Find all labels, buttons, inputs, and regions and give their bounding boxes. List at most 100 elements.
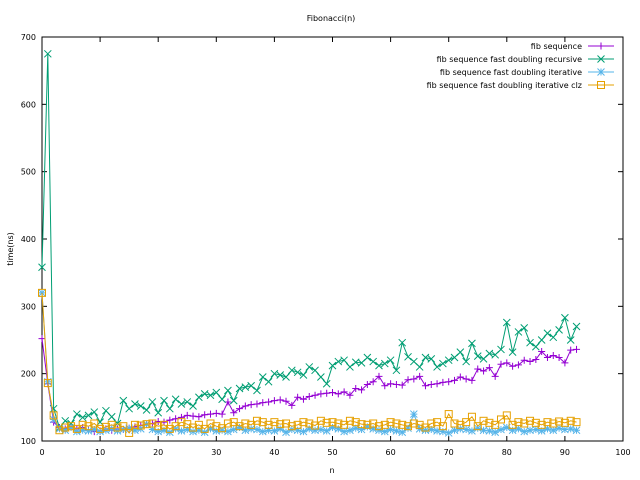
data-point <box>456 425 465 433</box>
data-point <box>154 427 163 436</box>
data-point <box>253 386 261 395</box>
data-point <box>473 352 482 361</box>
data-point <box>183 411 191 419</box>
data-point <box>270 418 279 427</box>
data-point <box>317 425 325 434</box>
data-point <box>421 353 430 362</box>
data-point <box>72 424 81 433</box>
data-point <box>195 426 203 435</box>
data-point <box>566 416 575 425</box>
data-point <box>73 427 81 436</box>
data-point <box>171 422 180 431</box>
data-point <box>200 424 209 433</box>
series-line <box>41 292 577 434</box>
data-point <box>212 422 221 431</box>
data-point <box>497 360 505 368</box>
y-tick-label: 300 <box>21 302 36 311</box>
data-point <box>322 379 331 388</box>
data-point <box>485 418 494 427</box>
legend-entry-3: fib sequence fast doubling iterative <box>440 68 614 77</box>
data-point <box>497 425 505 434</box>
data-point <box>241 402 249 410</box>
data-point <box>282 419 291 428</box>
series-3 <box>38 289 581 437</box>
data-point <box>61 423 70 432</box>
data-point <box>351 424 360 433</box>
data-point <box>189 423 198 432</box>
data-point <box>299 427 308 436</box>
data-point <box>287 422 296 431</box>
data-point <box>154 422 163 431</box>
data-point <box>90 425 99 434</box>
data-point <box>311 426 319 435</box>
data-point <box>409 410 418 418</box>
data-point <box>229 425 238 434</box>
data-point <box>119 396 128 405</box>
data-point <box>282 397 290 405</box>
data-point <box>369 378 377 386</box>
data-point <box>485 364 493 372</box>
data-point <box>154 408 163 417</box>
data-point <box>165 404 174 413</box>
data-point <box>195 393 203 402</box>
data-point <box>345 416 354 425</box>
data-point <box>526 358 534 366</box>
data-point <box>462 357 470 366</box>
data-point <box>131 426 139 435</box>
data-point <box>514 328 523 336</box>
data-point <box>113 423 122 432</box>
data-point <box>84 427 93 435</box>
data-point <box>311 366 319 375</box>
data-point <box>392 427 401 435</box>
series-4 <box>38 288 581 437</box>
data-point <box>136 421 145 430</box>
data-point <box>572 426 581 435</box>
legend-marker <box>597 55 605 63</box>
data-point <box>375 372 383 380</box>
data-point <box>467 412 476 421</box>
data-point <box>125 428 134 437</box>
data-point <box>560 418 569 427</box>
data-point <box>567 346 575 354</box>
data-point <box>142 406 151 414</box>
data-point <box>398 381 406 389</box>
data-point <box>480 367 488 375</box>
data-point <box>189 427 197 436</box>
data-point <box>520 324 529 332</box>
data-point <box>43 379 52 388</box>
data-point <box>427 354 436 363</box>
data-point <box>439 359 447 368</box>
data-point <box>177 413 185 421</box>
data-point <box>171 425 180 433</box>
plot-area <box>41 36 624 442</box>
data-point <box>502 411 511 420</box>
data-point <box>462 425 470 434</box>
x-tick-label: 10 <box>95 448 105 457</box>
data-point <box>531 425 540 434</box>
data-point <box>206 391 215 400</box>
data-point <box>456 373 464 381</box>
data-point <box>340 356 348 365</box>
data-point <box>468 427 476 435</box>
x-tick-label: 0 <box>39 448 44 457</box>
data-point <box>392 380 400 388</box>
data-point <box>444 356 453 365</box>
data-point <box>282 428 290 437</box>
data-point <box>351 418 360 427</box>
data-point <box>496 415 505 424</box>
data-point <box>258 373 267 381</box>
data-point <box>276 396 284 404</box>
y-tick-label: 700 <box>21 33 36 42</box>
data-point <box>334 419 343 428</box>
data-point <box>398 338 407 347</box>
data-point <box>247 420 256 429</box>
x-tick-label: 20 <box>153 448 163 457</box>
data-point <box>107 425 116 433</box>
data-point <box>462 418 471 427</box>
data-point <box>206 419 215 428</box>
data-point <box>526 338 534 347</box>
data-point <box>502 423 511 432</box>
data-point <box>270 397 278 405</box>
legend-label: fib sequence <box>531 42 582 51</box>
data-point <box>485 427 494 435</box>
